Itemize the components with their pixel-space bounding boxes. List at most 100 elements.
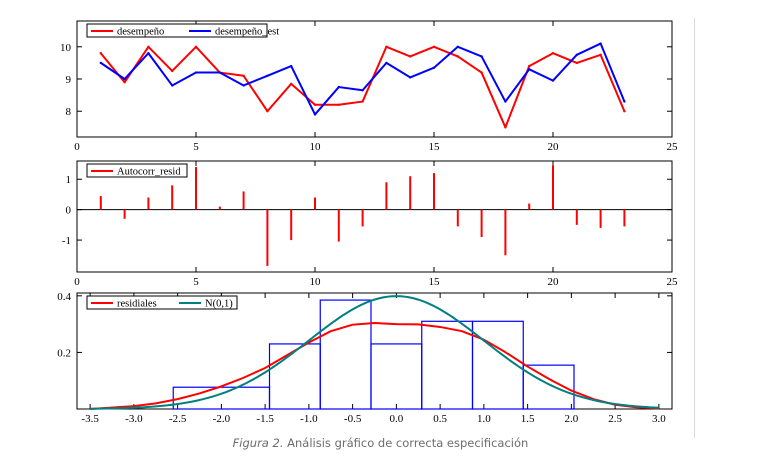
y-tick-label: 1 [66,174,72,186]
data-point-desempeno [242,74,245,77]
series-line-desempeno [100,45,626,129]
data-point-desempeno [409,55,412,58]
data-point-desempeno-est [551,79,555,82]
x-tick-label: 20 [548,141,560,153]
x-tick-label: 0 [74,141,80,153]
x-tick-label: -2.0 [213,413,231,425]
caption-text: Análisis gráfico de correcta especificac… [287,436,529,450]
x-tick-label: -0.5 [344,413,362,425]
data-point-desempeno [266,110,269,113]
x-tick-label: 15 [429,141,441,153]
data-point-desempeno-est [266,74,269,77]
data-point-desempeno-est [99,61,103,65]
series-line-normal [90,295,659,410]
x-tick-label: 2.0 [565,413,579,425]
legend-box [86,23,268,38]
data-point-desempeno-est [171,84,174,87]
data-point-desempeno-est [504,100,507,103]
data-point-desempeno [456,55,459,58]
data-point-desempeno-est [528,68,531,71]
histogram-bin [421,320,474,410]
x-tick-label: -3.0 [125,413,143,425]
legend-box [86,163,188,178]
x-tick-label: 0.0 [390,413,404,425]
y-tick-label: 10 [60,42,72,54]
data-point-desempeno [551,52,555,55]
legend-label-1: desempeño [117,27,164,38]
data-point-desempeno [290,82,293,86]
data-point-desempeno-est [290,64,293,68]
caption-label: Figura 2. [232,436,284,450]
data-point-desempeno [432,45,436,48]
x-tick-label: 2.5 [608,413,622,425]
x-tick-label: 1.5 [521,413,535,425]
data-point-desempeno [361,100,364,103]
data-point-desempeno-est [147,52,150,55]
histogram-bin [268,343,321,410]
data-point-desempeno-est [575,53,578,57]
series-line-desempeno-est [100,42,626,116]
x-tick-label: 3.0 [652,413,666,425]
data-point-desempeno [385,45,388,48]
data-point-desempeno-est [599,42,602,45]
x-tick-label: 0 [74,276,80,288]
data-point-desempeno [504,126,507,129]
data-point-desempeno [147,45,150,48]
data-point-desempeno-est [456,45,459,48]
figure-caption: Figura 2. Análisis gráfico de correcta e… [0,436,761,450]
x-tick-label: -3.5 [81,413,99,425]
y-tick-label: 8 [66,106,72,118]
data-point-desempeno [171,69,174,73]
series-line-residiales [90,321,659,410]
x-tick-label: 5 [193,276,199,288]
x-tick-label: 25 [667,276,679,288]
x-tick-label: 10 [310,141,322,153]
y-tick-label: 0.4 [57,291,71,303]
x-tick-label: 1.0 [477,413,491,425]
data-point-desempeno [194,45,198,48]
x-tick-label: -2.5 [169,413,187,425]
x-tick-label: 10 [310,276,322,288]
data-point-desempeno [313,103,317,106]
data-point-desempeno [623,110,626,113]
data-point-desempeno [528,64,531,68]
data-point-desempeno-est [385,61,388,65]
data-point-desempeno-est [432,66,436,69]
y-tick-label: 0 [66,205,72,217]
data-point-desempeno-est [313,113,317,116]
data-point-desempeno [337,103,340,106]
data-point-desempeno-est [480,55,483,58]
page-divider-line [694,18,695,438]
legend-label-2: desempeño_est [215,27,279,38]
plot-frame-2 [76,160,673,273]
x-tick-label: 15 [429,276,441,288]
data-point-desempeno-est [361,89,364,92]
data-point-desempeno [599,53,602,57]
data-point-desempeno [575,61,578,65]
legend-label-1: Autocorr_resid [117,167,181,178]
x-tick-label: -1.5 [256,413,274,425]
x-tick-label: -1.0 [300,413,318,425]
data-point-desempeno [480,71,483,74]
data-point-desempeno-est [337,85,340,89]
legend-label-2: N(0,1) [205,299,233,310]
data-point-desempeno [99,52,103,55]
plot-frame-3 [76,292,673,410]
x-tick-label: 5 [193,141,199,153]
legend-box [86,295,238,310]
data-point-desempeno-est [194,71,198,74]
data-point-desempeno [123,81,126,84]
histogram-bin [370,343,423,410]
data-point-desempeno-est [123,77,126,81]
legend-label-1: residiales [117,299,157,310]
data-point-desempeno-est [409,76,412,79]
x-tick-label: 20 [548,276,560,288]
data-point-desempeno-est [218,71,221,74]
y-tick-label: 9 [66,74,72,86]
histogram-bin [522,364,575,410]
data-point-desempeno-est [623,100,626,103]
data-point-desempeno-est [242,84,245,87]
histogram-bin [319,299,372,410]
y-tick-label: -1 [62,235,71,247]
